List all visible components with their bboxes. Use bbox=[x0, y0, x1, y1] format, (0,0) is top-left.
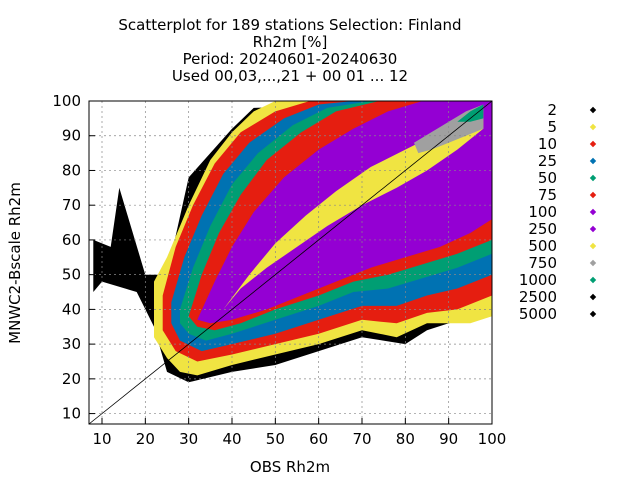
x-tick-label-7: 80 bbox=[396, 430, 415, 448]
legend-label-3: 25 bbox=[538, 152, 557, 170]
plot-frame bbox=[88, 100, 493, 425]
x-tick-label-4: 50 bbox=[266, 430, 285, 448]
y-tick-label-7: 80 bbox=[62, 161, 81, 179]
y-tick-label-4: 50 bbox=[62, 266, 81, 284]
legend-marker-9 bbox=[589, 259, 597, 267]
density-layers bbox=[93, 101, 493, 383]
legend-label-5: 75 bbox=[538, 186, 557, 204]
x-tick-label-6: 70 bbox=[352, 430, 371, 448]
legend-marker-7 bbox=[589, 225, 597, 233]
y-tick-label-0: 10 bbox=[62, 405, 81, 423]
legend-label-10: 1000 bbox=[519, 271, 557, 289]
legend-marker-0 bbox=[589, 106, 597, 114]
legend-marker-8 bbox=[589, 242, 597, 250]
legend-marker-10 bbox=[589, 276, 597, 284]
chart-title: Scatterplot for 189 stations Selection: … bbox=[118, 16, 461, 85]
legend-label-7: 250 bbox=[528, 220, 557, 238]
title-line-1: Scatterplot for 189 stations Selection: … bbox=[118, 16, 461, 34]
legend-label-4: 50 bbox=[538, 169, 557, 187]
title-line-2: Rh2m [%] bbox=[253, 33, 328, 51]
legend-marker-1 bbox=[589, 123, 597, 131]
x-tick-label-2: 30 bbox=[179, 430, 198, 448]
title-line-3: Period: 20240601-20240630 bbox=[183, 50, 398, 68]
legend-marker-3 bbox=[589, 157, 597, 165]
legend-marker-2 bbox=[589, 140, 597, 148]
legend-marker-4 bbox=[589, 174, 597, 182]
x-tick-label-1: 20 bbox=[136, 430, 155, 448]
legend-marker-6 bbox=[589, 208, 597, 216]
y-tick-label-6: 70 bbox=[62, 196, 81, 214]
y-axis-label: MNWC2-Bscale Rh2m bbox=[6, 182, 24, 344]
x-tick-label-9: 100 bbox=[478, 430, 507, 448]
y-tick-label-8: 90 bbox=[62, 127, 81, 145]
y-tick-label-1: 20 bbox=[62, 370, 81, 388]
legend-label-11: 2500 bbox=[519, 288, 557, 306]
y-axis-ticks: 10 20 30 40 50 60 70 80 90 100 bbox=[52, 92, 95, 423]
legend-marker-11 bbox=[589, 293, 597, 301]
legend-marker-5 bbox=[589, 191, 597, 199]
legend-marker-12 bbox=[589, 310, 597, 318]
legend-label-2: 10 bbox=[538, 135, 557, 153]
title-line-4: Used 00,03,...,21 + 00 01 ... 12 bbox=[172, 67, 408, 85]
y-tick-label-3: 40 bbox=[62, 300, 81, 318]
legend-label-6: 100 bbox=[528, 203, 557, 221]
legend-label-0: 2 bbox=[547, 101, 557, 119]
density-layer-7 bbox=[223, 107, 484, 310]
y-tick-label-9: 100 bbox=[52, 92, 81, 110]
x-axis-label: OBS Rh2m bbox=[250, 458, 330, 476]
diagonal-reference-line bbox=[88, 100, 493, 425]
density-layer-9 bbox=[457, 104, 484, 122]
x-tick-label-5: 60 bbox=[309, 430, 328, 448]
legend-label-1: 5 bbox=[547, 118, 557, 136]
x-tick-label-0: 10 bbox=[92, 430, 111, 448]
legend-label-12: 5000 bbox=[519, 305, 557, 323]
y-tick-label-2: 30 bbox=[62, 335, 81, 353]
legend-label-9: 750 bbox=[528, 254, 557, 272]
x-tick-label-8: 90 bbox=[439, 430, 458, 448]
legend-label-8: 500 bbox=[528, 237, 557, 255]
x-tick-label-3: 40 bbox=[222, 430, 241, 448]
x-axis-ticks: 10 20 30 40 50 60 70 80 90 100 bbox=[92, 418, 506, 448]
y-tick-label-5: 60 bbox=[62, 231, 81, 249]
